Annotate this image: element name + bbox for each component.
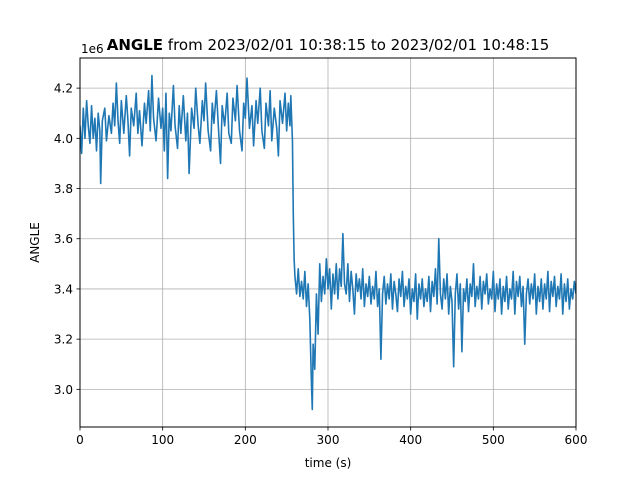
x-tick-label: 600 [565, 433, 588, 447]
y-tick-label: 4.2 [54, 82, 73, 96]
x-tick-label: 500 [482, 433, 505, 447]
ticks: 0 100 200 300 400 500 600 3.0 3.2 3.4 3.6 3.8 4.0 4.2 [54, 82, 588, 447]
y-tick-label: 3.8 [54, 182, 73, 196]
y-tick-label: 4.0 [54, 132, 73, 146]
chart-title-bold: ANGLE [107, 36, 163, 54]
x-tick-label: 300 [317, 433, 340, 447]
chart-title: ANGLE from 2023/02/01 10:38:15 to 2023/0… [107, 36, 550, 54]
y-tick-label: 3.6 [54, 232, 73, 246]
y-tick-label: 3.4 [54, 282, 73, 296]
plot-area [80, 74, 576, 411]
chart-title-rest: from 2023/02/01 10:38:15 to 2023/02/01 1… [163, 36, 549, 54]
x-tick-label: 0 [76, 433, 84, 447]
x-tick-label: 100 [151, 433, 174, 447]
y-tick-label: 3.0 [54, 383, 73, 397]
x-tick-label: 400 [399, 433, 422, 447]
y-offset-label: 1e6 [81, 42, 104, 56]
grid [79, 58, 577, 427]
x-tick-label: 200 [234, 433, 257, 447]
series-line [80, 74, 576, 411]
y-tick-label: 3.2 [54, 333, 73, 347]
x-axis-label: time (s) [305, 456, 352, 470]
y-axis-label: ANGLE [28, 222, 42, 263]
